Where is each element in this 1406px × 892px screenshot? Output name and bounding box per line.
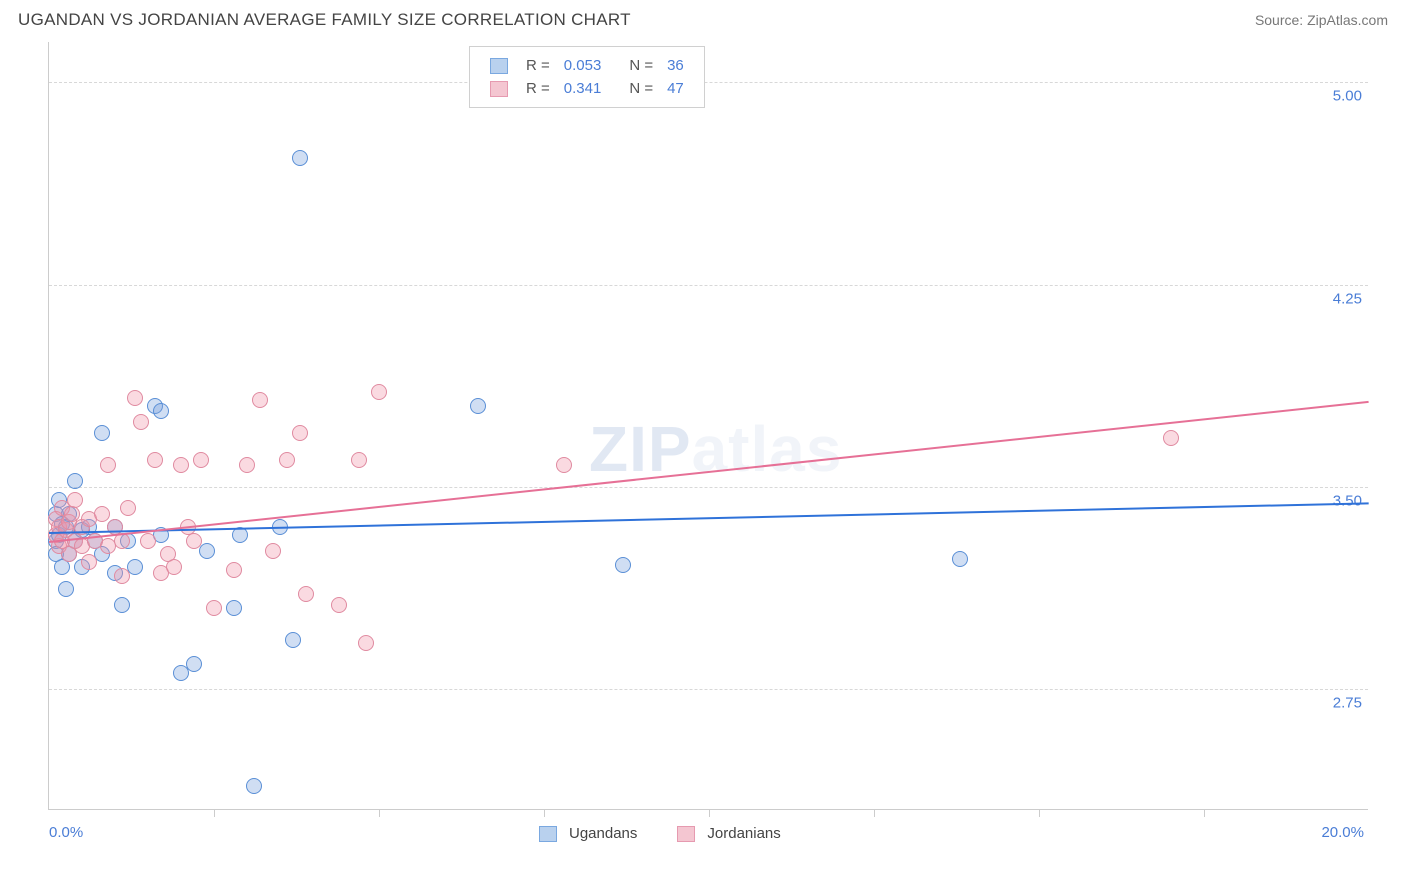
data-point <box>331 597 347 613</box>
data-point <box>140 533 156 549</box>
data-point <box>239 457 255 473</box>
data-point <box>298 586 314 602</box>
data-point <box>292 150 308 166</box>
x-tick <box>874 809 875 817</box>
x-tick <box>1039 809 1040 817</box>
gridline <box>49 82 1368 83</box>
legend-swatch <box>539 826 557 842</box>
data-point <box>206 600 222 616</box>
r-label: R = <box>520 55 556 76</box>
gridline <box>49 285 1368 286</box>
chart-container: Average Family Size ZIPatlas 2.753.504.2… <box>48 42 1386 810</box>
data-point <box>279 452 295 468</box>
y-tick-label: 3.50 <box>1333 492 1362 509</box>
x-tick <box>214 809 215 817</box>
data-point <box>173 457 189 473</box>
plot-area: ZIPatlas 2.753.504.255.000.0%20.0%R =0.0… <box>48 42 1368 810</box>
data-point <box>351 452 367 468</box>
x-tick <box>709 809 710 817</box>
x-tick <box>1204 809 1205 817</box>
y-tick-label: 4.25 <box>1333 290 1362 307</box>
data-point <box>100 457 116 473</box>
stats-legend: R =0.053 N =36 R =0.341 N =47 <box>469 46 705 108</box>
data-point <box>114 568 130 584</box>
legend-item: Ugandans <box>539 825 637 842</box>
data-point <box>292 425 308 441</box>
data-point <box>186 533 202 549</box>
y-tick-label: 5.00 <box>1333 88 1362 105</box>
data-point <box>81 554 97 570</box>
series-legend: Ugandans Jordanians <box>539 825 781 842</box>
data-point <box>246 778 262 794</box>
legend-swatch <box>490 58 508 74</box>
x-tick <box>379 809 380 817</box>
data-point <box>114 597 130 613</box>
legend-swatch <box>677 826 695 842</box>
data-point <box>58 581 74 597</box>
data-point <box>127 390 143 406</box>
data-point <box>226 600 242 616</box>
data-point <box>358 635 374 651</box>
y-tick-label: 2.75 <box>1333 694 1362 711</box>
data-point <box>199 543 215 559</box>
legend-item: Jordanians <box>677 825 780 842</box>
data-point <box>94 506 110 522</box>
data-point <box>252 392 268 408</box>
chart-source: Source: ZipAtlas.com <box>1255 12 1388 28</box>
data-point <box>285 632 301 648</box>
data-point <box>94 425 110 441</box>
legend-label: Jordanians <box>707 825 780 842</box>
data-point <box>147 452 163 468</box>
data-point <box>133 414 149 430</box>
data-point <box>371 384 387 400</box>
legend-swatch <box>490 81 508 97</box>
data-point <box>67 492 83 508</box>
n-value: 36 <box>661 55 690 76</box>
gridline <box>49 487 1368 488</box>
r-value: 0.341 <box>558 78 608 99</box>
data-point <box>1163 430 1179 446</box>
data-point <box>226 562 242 578</box>
x-tick <box>544 809 545 817</box>
r-value: 0.053 <box>558 55 608 76</box>
data-point <box>470 398 486 414</box>
data-point <box>153 403 169 419</box>
chart-title: UGANDAN VS JORDANIAN AVERAGE FAMILY SIZE… <box>18 10 631 30</box>
n-label: N = <box>623 55 659 76</box>
n-label: N = <box>623 78 659 99</box>
data-point <box>120 500 136 516</box>
chart-header: UGANDAN VS JORDANIAN AVERAGE FAMILY SIZE… <box>0 0 1406 38</box>
data-point <box>166 559 182 575</box>
x-axis-max-label: 20.0% <box>1321 824 1364 841</box>
data-point <box>67 473 83 489</box>
watermark: ZIPatlas <box>589 412 842 486</box>
data-point <box>265 543 281 559</box>
r-label: R = <box>520 78 556 99</box>
data-point <box>556 457 572 473</box>
x-axis-min-label: 0.0% <box>49 824 83 841</box>
data-point <box>952 551 968 567</box>
n-value: 47 <box>661 78 690 99</box>
gridline <box>49 689 1368 690</box>
data-point <box>186 656 202 672</box>
data-point <box>615 557 631 573</box>
data-point <box>193 452 209 468</box>
legend-label: Ugandans <box>569 825 637 842</box>
